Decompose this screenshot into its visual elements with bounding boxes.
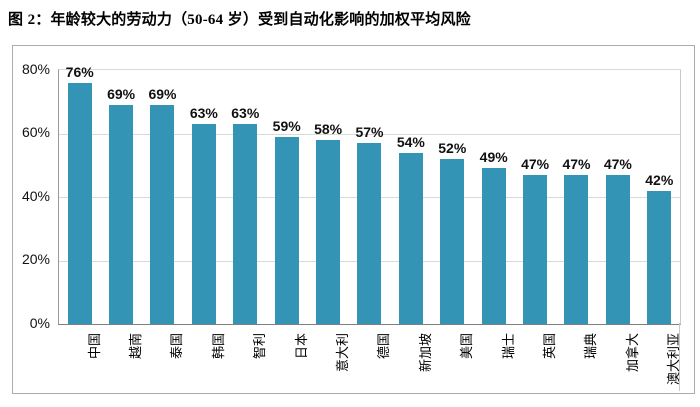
bar-slot: 47%: [514, 70, 555, 324]
bar-value-label: 47%: [603, 155, 632, 172]
bar-slot: 76%: [59, 64, 100, 324]
y-tick-label-0: 0%: [29, 314, 50, 331]
plot-right-extension-line: [679, 323, 680, 391]
x-label-cell: 新加坡: [389, 329, 433, 391]
x-label-cell: 韩国: [182, 329, 226, 391]
chart-frame: 80% 60% 40% 20% 0% 76% 69% 69% 63% 63% 59% 58% 57% 5…: [12, 45, 695, 394]
x-label-cell: 瑞典: [555, 329, 599, 391]
bar-slot: 42%: [639, 70, 680, 324]
bar-意大利: [316, 139, 341, 324]
bar-韩国: [191, 123, 216, 324]
chart-title-segment: 50-64: [187, 12, 224, 28]
bar-slot: 63%: [225, 70, 266, 324]
chart-title-segment: 图: [8, 11, 28, 28]
bar-瑞典: [564, 174, 589, 324]
bar-value-label: 58%: [314, 120, 343, 137]
x-label-cell: 意大利: [306, 329, 350, 391]
bar-slot: 54%: [390, 70, 431, 324]
bar-德国: [357, 143, 382, 324]
bar-瑞士: [481, 168, 506, 324]
bar-slot: 58%: [307, 70, 348, 324]
bar-value-label: 63%: [231, 104, 260, 121]
y-tick-label-80: 80%: [21, 60, 50, 77]
bar-泰国: [150, 104, 175, 324]
bar-slot: 69%: [100, 70, 141, 324]
bar-slot: 52%: [432, 70, 473, 324]
bar-加拿大: [605, 174, 630, 324]
x-label-cell: 加拿大: [596, 329, 640, 391]
bar-越南: [109, 104, 134, 324]
bar-slot: 57%: [349, 70, 390, 324]
bar-value-label: 69%: [107, 85, 136, 102]
x-label-cell: 智利: [224, 329, 267, 391]
bar-value-label: 42%: [645, 171, 674, 188]
bar-新加坡: [398, 152, 423, 324]
bar-value-label: 69%: [148, 85, 177, 102]
bar-日本: [274, 136, 299, 324]
bar-slot: 69%: [142, 70, 183, 324]
bar-value-label: 47%: [562, 155, 591, 172]
x-label-cell: 中国: [58, 329, 102, 391]
bar-slot: 47%: [556, 70, 597, 324]
y-tick-label-60: 60%: [21, 124, 50, 140]
bar-智利: [233, 123, 258, 324]
bar-澳大利亚: [647, 190, 672, 324]
x-label-cell: 越南: [99, 329, 143, 391]
bar-value-label: 54%: [396, 133, 425, 150]
bar-value-label: 59%: [272, 117, 301, 134]
bar-slot: 49%: [473, 70, 514, 324]
plot-area: 76% 69% 69% 63% 63% 59% 58% 57% 54% 52% 49% 47% 47% 4…: [58, 64, 681, 325]
x-label-cell: 日本: [265, 329, 309, 391]
bar-value-label: 63%: [189, 104, 218, 121]
chart-title: 图 2：年龄较大的劳动力（50-64 岁）受到自动化影响的加权平均风险: [8, 8, 668, 29]
bar-value-label: 57%: [355, 124, 384, 141]
x-label-cell: 澳大利亚: [638, 329, 681, 391]
bar-中国: [67, 82, 92, 324]
bar-美国: [440, 158, 465, 324]
x-label-cell: 瑞士: [472, 329, 516, 391]
bar-value-label: 76%: [65, 63, 94, 80]
chart-title-segment: 岁）受到自动化影响的加权平均风险: [223, 11, 471, 28]
chart-title-segment: 2: [27, 12, 36, 28]
x-label-cell: 美国: [431, 329, 474, 391]
x-label-cell: 泰国: [141, 329, 185, 391]
bar-slot: 63%: [183, 70, 224, 324]
x-label-cell: 德国: [348, 329, 392, 391]
y-tick-label-40: 40%: [21, 187, 50, 204]
gridline-60: [59, 133, 680, 135]
bar-英国: [523, 174, 548, 324]
bar-slot: 47%: [597, 70, 638, 324]
x-label-cell: 英国: [513, 329, 557, 391]
bar-value-label: 49%: [479, 149, 508, 166]
y-tick-label-20: 20%: [21, 251, 50, 267]
bar-value-label: 47%: [521, 155, 550, 172]
bar-value-label: 52%: [438, 139, 467, 156]
x-axis-labels: 中国 越南 泰国 韩国 智利 日本 意大利 德国 新加坡 美国 瑞士 英国 瑞典 加拿大 澳大利亚: [58, 329, 682, 391]
bar-slot: 59%: [266, 70, 307, 324]
chart-title-segment: ：年龄较大的劳动力（: [35, 11, 188, 28]
